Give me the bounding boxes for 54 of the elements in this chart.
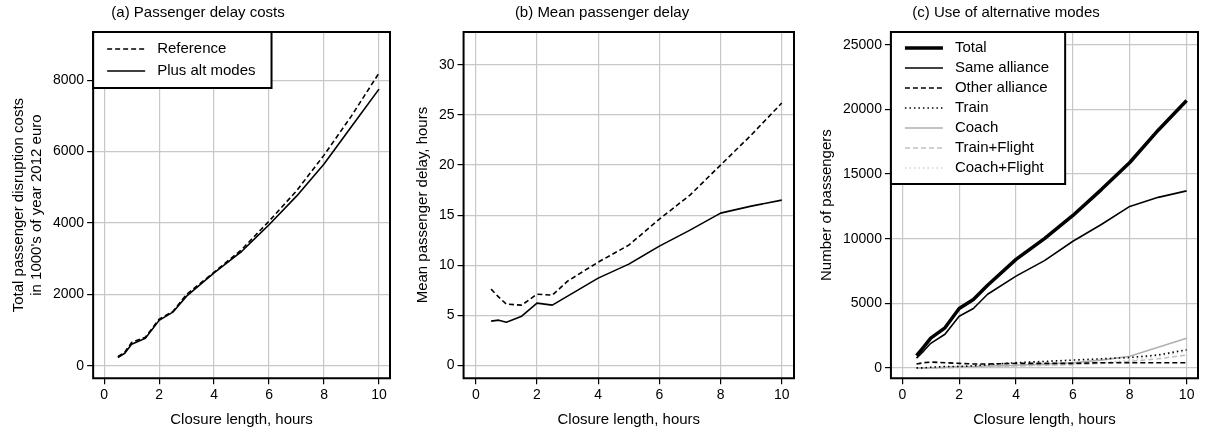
y-tick-label: 0	[446, 356, 455, 373]
chart-title: (a) Passenger delay costs	[111, 3, 285, 21]
legend-label: Same alliance	[954, 58, 1050, 76]
y-tick-label: 0	[874, 358, 883, 375]
y-tick-label: 10000	[842, 229, 883, 246]
x-tick-label: 2	[955, 386, 964, 403]
x-tick-label: 0	[471, 386, 480, 403]
y-tick-label: 2000	[52, 285, 85, 302]
x-tick-label: 4	[594, 386, 603, 403]
y-tick-label: 20000	[842, 100, 883, 117]
y-tick-label: 15	[438, 205, 455, 222]
y-tick-label: 0	[76, 356, 85, 373]
x-tick-label: 6	[655, 386, 664, 403]
chart-title: (b) Mean passenger delay	[514, 3, 690, 21]
y-axis-title: Total passenger disruption costs in 1000's of year 2012 euro	[9, 97, 45, 313]
x-axis-title: Closure length, hours	[973, 410, 1116, 428]
y-tick-label: 5000	[850, 294, 883, 311]
x-tick-label: 2	[155, 386, 164, 403]
x-tick-label: 10	[1178, 386, 1195, 403]
y-tick-label: 25	[438, 105, 455, 122]
x-tick-label: 0	[100, 386, 109, 403]
x-tick-label: 2	[533, 386, 542, 403]
legend-label: Train+Flight	[954, 138, 1035, 156]
y-axis-title: Mean passenger delay, hours	[413, 106, 431, 304]
x-tick-label: 6	[265, 386, 274, 403]
y-tick-label: 5	[446, 306, 455, 323]
y-tick-label: 8000	[52, 71, 85, 88]
legend-label: Total	[954, 38, 987, 56]
y-tick-label: 30	[438, 55, 455, 72]
legend-label: Coach	[954, 118, 999, 136]
x-tick-label: 8	[716, 386, 725, 403]
y-axis-title: Number of passengers	[817, 129, 835, 281]
legend-label: Train	[954, 98, 989, 116]
chart-title: (c) Use of alternative modes	[912, 3, 1100, 21]
y-tick-label: 20	[438, 155, 455, 172]
x-tick-label: 8	[1125, 386, 1134, 403]
legend-label: Coach+Flight	[954, 158, 1045, 176]
x-axis-title: Closure length, hours	[557, 410, 701, 428]
y-tick-label: 25000	[842, 35, 883, 52]
y-tick-label: 15000	[842, 164, 883, 181]
legend-label: Other alliance	[954, 78, 1048, 96]
x-tick-label: 4	[1012, 386, 1021, 403]
x-tick-label: 10	[371, 386, 387, 403]
y-tick-label: 6000	[52, 142, 85, 159]
legend-label: Plus alt modes	[157, 61, 256, 79]
y-tick-label: 10	[438, 255, 455, 272]
y-tick-label: 4000	[52, 213, 85, 230]
legend-label: Reference	[157, 39, 227, 57]
x-axis-title: Closure length, hours	[170, 410, 313, 428]
x-tick-label: 0	[898, 386, 907, 403]
x-tick-label: 10	[773, 386, 790, 403]
x-tick-label: 8	[320, 386, 329, 403]
x-tick-label: 4	[210, 386, 219, 403]
x-tick-label: 6	[1069, 386, 1077, 403]
